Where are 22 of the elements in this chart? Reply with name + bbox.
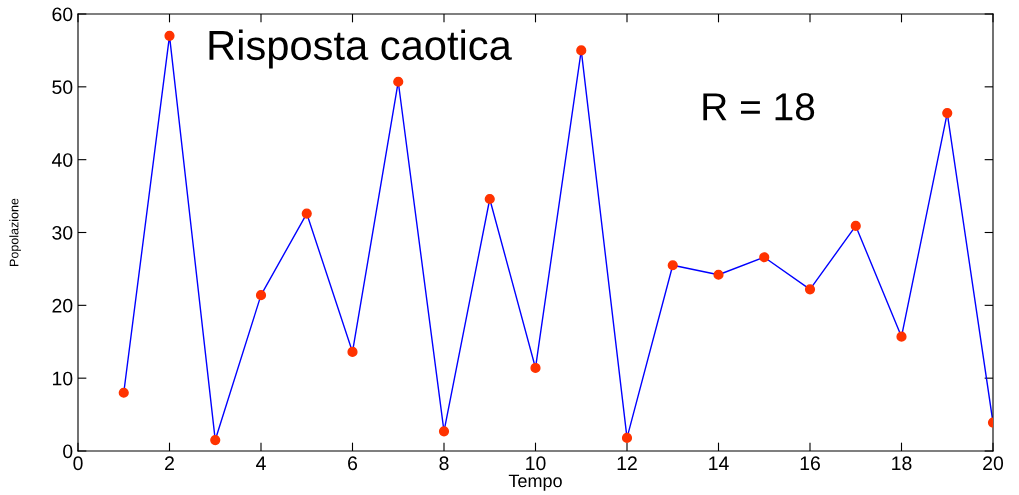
y-tick-label: 20 xyxy=(52,298,73,313)
x-tick-label: 12 xyxy=(617,456,637,470)
x-tick-label: 18 xyxy=(892,456,912,471)
x-tick-label: 8 xyxy=(439,456,449,471)
x-tick-label: 2 xyxy=(165,456,174,470)
y-tick-label: 30 xyxy=(52,225,73,240)
y-tick-label: 50 xyxy=(52,80,73,95)
x-tick-label: 4 xyxy=(256,456,266,470)
y-tick-label: 40 xyxy=(51,153,73,167)
x-tick-label: 20 xyxy=(983,456,1004,471)
y-tick-label: 0 xyxy=(63,444,73,459)
y-tick-label: 60 xyxy=(52,7,73,22)
x-tick-label: 6 xyxy=(348,456,358,471)
x-tick-label: 14 xyxy=(709,456,729,470)
x-tick-label: 10 xyxy=(526,456,546,471)
y-tick-label: 10 xyxy=(53,371,73,386)
x-tick-label: 16 xyxy=(800,456,820,471)
x-axis-title: Tempo xyxy=(508,474,562,491)
x-tick-label: 0 xyxy=(73,456,83,471)
annotation: R = 18 xyxy=(703,93,815,121)
y-axis-title: Popolazione xyxy=(9,198,21,266)
annotation: Risposta caotica xyxy=(209,29,512,69)
